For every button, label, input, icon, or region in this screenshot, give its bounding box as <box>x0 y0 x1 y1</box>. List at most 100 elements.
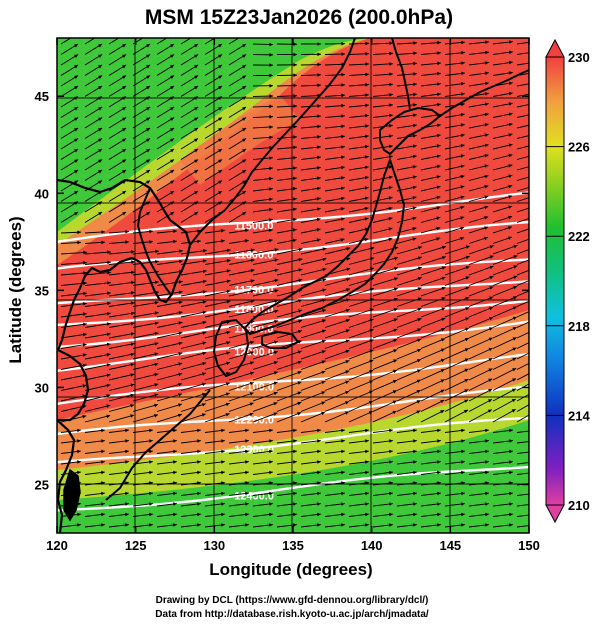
wind-vector <box>180 403 206 412</box>
wind-vector-head <box>321 350 326 354</box>
wind-vector <box>276 412 302 423</box>
wind-vector <box>420 389 445 402</box>
wind-vector-head <box>250 351 254 355</box>
wind-vector-head <box>341 523 345 527</box>
wind-vector-head <box>341 155 345 160</box>
wind-vector-head <box>317 124 321 129</box>
wind-vector-head <box>83 291 87 296</box>
wind-vector-head <box>513 265 518 269</box>
wind-vector <box>420 266 446 276</box>
wind-vector-head <box>197 428 201 433</box>
wind-vector <box>228 38 240 45</box>
wind-vector <box>180 341 207 349</box>
wind-vector-head <box>179 259 183 264</box>
wind-vector-head <box>317 135 321 139</box>
wind-vector-head <box>413 123 417 128</box>
wind-vector-head <box>218 34 222 38</box>
wind-vector-head <box>509 523 513 527</box>
wind-vector-head <box>293 502 297 506</box>
wind-vector <box>156 260 183 265</box>
wind-vector <box>348 257 375 265</box>
wind-vector-head <box>268 228 273 233</box>
wind-vector-head <box>341 165 345 170</box>
wind-vector <box>516 451 529 454</box>
y-tick-label: 40 <box>35 186 49 201</box>
wind-vector-head <box>221 229 225 233</box>
wind-vector-head <box>82 332 87 337</box>
wind-vector-head <box>321 370 326 375</box>
wind-vector <box>492 244 518 255</box>
wind-vector <box>84 38 96 45</box>
wind-vector-head <box>365 93 369 97</box>
wind-vector <box>204 413 230 423</box>
wind-vector-head <box>365 134 369 139</box>
wind-vector-head <box>341 491 345 496</box>
wind-vector-head <box>512 357 517 362</box>
wind-vector-head <box>101 460 105 464</box>
wind-vector-head <box>436 206 441 210</box>
wind-vector-head <box>77 428 81 433</box>
wind-vector-head <box>508 236 512 240</box>
wind-vector-head <box>440 369 445 373</box>
wind-vector <box>84 353 111 360</box>
wind-vector-head <box>194 128 199 132</box>
wind-vector <box>180 372 207 381</box>
wind-vector-head <box>364 217 369 221</box>
wind-vector-head <box>416 369 421 373</box>
y-tick-label: 45 <box>35 89 49 104</box>
wind-vector-head <box>292 217 297 222</box>
wind-vector-head <box>226 371 230 376</box>
wind-vector-head <box>226 269 231 273</box>
wind-vector-head <box>533 429 537 433</box>
wind-vector-head <box>146 117 151 121</box>
wind-vector-head <box>154 321 159 326</box>
wind-vector-head <box>317 166 321 170</box>
wind-vector-head <box>461 449 465 454</box>
wind-vector-head <box>269 135 273 140</box>
wind-vector-head <box>417 359 421 363</box>
wind-vector-head <box>465 266 470 270</box>
wind-vector <box>300 288 327 297</box>
wind-vector-head <box>293 491 297 496</box>
y-tick-label: 30 <box>35 380 49 395</box>
wind-vector-head <box>341 114 345 118</box>
wind-vector <box>276 279 303 286</box>
wind-vector-head <box>533 81 537 85</box>
wind-vector-head <box>344 411 349 415</box>
wind-vector <box>204 280 231 286</box>
wind-vector <box>204 331 231 339</box>
wind-vector-head <box>74 86 79 90</box>
wind-vector-head <box>131 291 135 295</box>
wind-vector-head <box>170 107 175 111</box>
wind-vector <box>84 312 111 318</box>
wind-vector-head <box>293 52 297 57</box>
wind-vector <box>156 321 183 328</box>
wind-vector-head <box>194 159 199 163</box>
wind-vector-head <box>532 174 536 178</box>
wind-vector-head <box>197 460 201 464</box>
wind-vector <box>204 310 231 318</box>
wind-vector <box>84 415 111 423</box>
wind-vector <box>492 255 518 265</box>
wind-vector-head <box>532 195 536 199</box>
wind-vector-head <box>146 128 151 132</box>
wind-vector-head <box>488 399 492 403</box>
wind-vector-head <box>83 250 87 255</box>
wind-vector-head <box>250 299 255 304</box>
wind-vector-head <box>225 402 230 407</box>
wind-vector-head <box>317 186 321 191</box>
wind-vector <box>468 378 493 391</box>
wind-vector <box>108 343 135 349</box>
wind-vector <box>180 382 207 391</box>
wind-vector <box>204 372 231 381</box>
wind-vector <box>156 311 183 318</box>
wind-vector <box>396 348 422 360</box>
wind-vector-head <box>416 390 421 394</box>
wind-vector <box>84 323 111 328</box>
wind-vector <box>156 403 183 412</box>
wind-vector-head <box>250 340 255 345</box>
wind-vector-head <box>341 41 345 46</box>
wind-vector <box>300 340 326 349</box>
wind-vector-head <box>461 460 465 464</box>
wind-vector <box>444 255 470 265</box>
